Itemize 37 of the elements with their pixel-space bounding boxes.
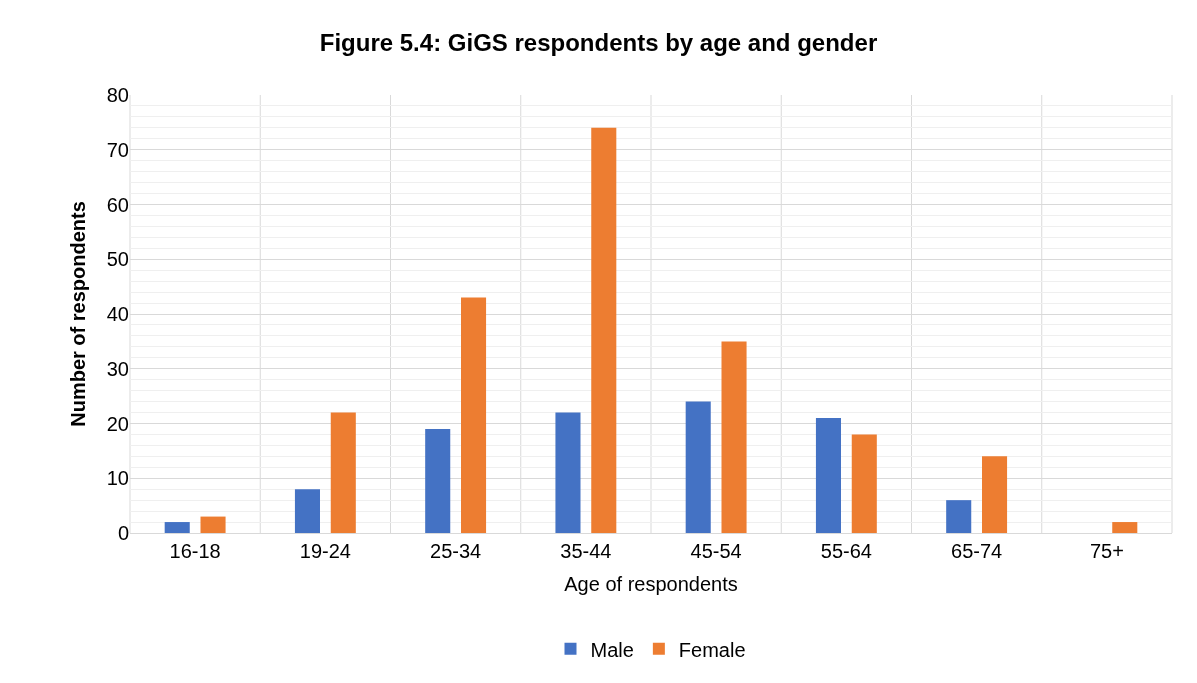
bar <box>946 500 972 533</box>
y-tick-label: 10 <box>106 467 129 490</box>
bar <box>461 297 487 533</box>
bar <box>294 489 320 533</box>
y-tick-label: 60 <box>106 193 129 216</box>
x-tick-label: 16-18 <box>169 540 221 562</box>
y-tick-label: 50 <box>106 248 129 271</box>
bar <box>982 456 1008 533</box>
x-tick-label: 25-34 <box>430 540 482 562</box>
bar <box>721 341 747 533</box>
x-tick-label: 45-54 <box>690 540 742 562</box>
bar <box>555 412 581 533</box>
bar <box>1112 522 1138 533</box>
y-tick-label: 30 <box>106 357 129 380</box>
y-tick-label: 70 <box>106 138 129 161</box>
x-tick-label: 55-64 <box>820 540 872 562</box>
bar <box>815 418 841 533</box>
legend-label: Male <box>590 638 634 661</box>
bar <box>200 516 226 533</box>
y-tick-label: 40 <box>106 303 129 325</box>
x-axis-title: Age of respondents <box>564 572 738 595</box>
chart-title: Figure 5.4: GiGS respondents by age and gender <box>319 28 878 56</box>
x-tick-label: 35-44 <box>560 540 612 562</box>
x-tick-label: 65-74 <box>951 540 1003 562</box>
bar <box>591 127 617 533</box>
legend-label: Female <box>678 638 746 661</box>
bar <box>425 428 451 533</box>
bar <box>851 434 877 533</box>
bar <box>330 412 356 533</box>
bar <box>164 522 190 533</box>
bar <box>685 401 711 533</box>
y-tick-label: 0 <box>117 522 129 544</box>
y-tick-label: 80 <box>106 84 129 106</box>
x-tick-label: 19-24 <box>299 540 351 562</box>
y-axis-title: Number of respondents <box>67 201 90 427</box>
y-tick-label: 20 <box>106 412 129 435</box>
x-tick-label: 75+ <box>1089 540 1124 562</box>
